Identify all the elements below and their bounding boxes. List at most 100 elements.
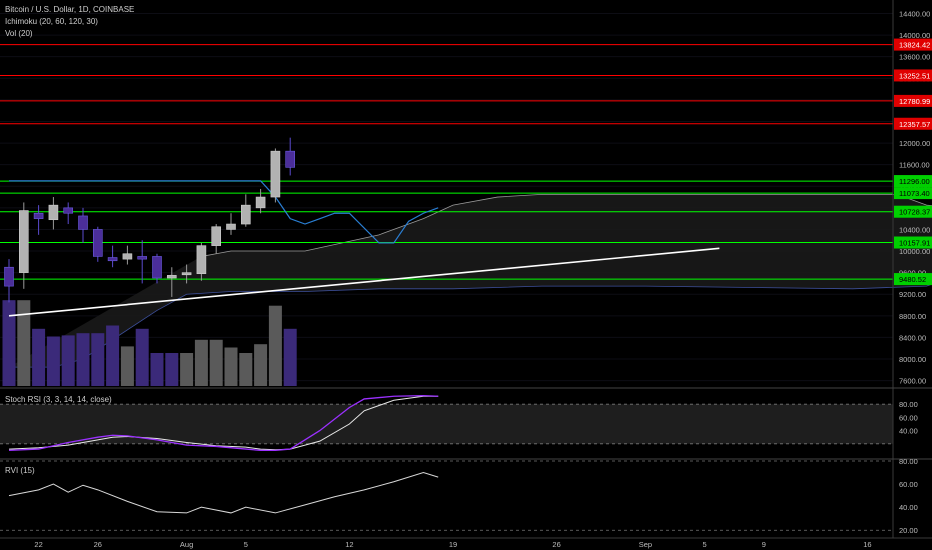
candle-body-9: [137, 256, 147, 260]
level-label-5: 11073.40: [899, 189, 930, 198]
candle-body-7: [107, 257, 118, 262]
price-tick-label-15: 13600.00: [899, 53, 930, 62]
volume-bar-2: [32, 328, 46, 386]
rvi-tick-label-2: 60.00: [899, 480, 918, 489]
volume-bar-9: [135, 328, 149, 386]
candle-body-16: [241, 204, 251, 225]
candle-13: [196, 242, 207, 281]
price-tick-label-6: 10000.00: [899, 247, 930, 256]
stoch-band: [0, 404, 893, 444]
level-label-7: 10157.91: [899, 239, 930, 248]
candle-body-0: [4, 266, 14, 287]
ichimoku-cloud-upper: [201, 193, 932, 257]
volume-bar-16: [239, 353, 253, 386]
stoch-tick-label-3: 80.00: [899, 400, 918, 409]
volume-bar-8: [120, 346, 134, 386]
time-tick-label-2: Aug: [180, 540, 193, 549]
time-tick-label-6: 26: [552, 540, 560, 549]
candle-0: [4, 259, 14, 303]
stoch-rsi-label: Stoch RSI (3, 3, 14, 14, close): [5, 395, 112, 404]
candle-4: [63, 202, 74, 225]
time-tick-label-5: 19: [449, 540, 457, 549]
candle-body-18: [270, 150, 281, 198]
candle-body-1: [18, 210, 29, 273]
level-label-bg-2: [894, 94, 932, 107]
time-tick-label-0: 22: [34, 540, 42, 549]
candle-body-12: [181, 272, 192, 276]
rvi-label: RVI (15): [5, 466, 35, 475]
candle-body-17: [255, 196, 266, 209]
volume-bar-13: [194, 339, 208, 386]
rvi-tick-label-0: 20.00: [899, 526, 918, 535]
level-label-bg-4: [894, 175, 932, 188]
candle-19: [285, 137, 296, 176]
time-tick-label-3: 5: [244, 540, 248, 549]
level-label-3: 12357.57: [899, 120, 930, 129]
level-label-bg-7: [894, 236, 932, 249]
level-label-2: 12780.99: [899, 97, 930, 106]
volume-label: Vol (20): [5, 29, 33, 38]
candle-body-14: [211, 226, 221, 246]
candle-body-11: [167, 275, 177, 279]
rvi-tick-label-3: 80.00: [899, 457, 918, 466]
volume-bar-1: [17, 300, 31, 386]
ichimoku-cloud: [9, 194, 932, 368]
candle-16: [241, 194, 251, 227]
main-pane: [0, 12, 932, 386]
level-label-bg-3: [894, 117, 932, 130]
volume-bar-3: [46, 336, 60, 386]
volume-bar-11: [165, 353, 179, 386]
volume-bar-17: [254, 344, 268, 386]
legend: Bitcoin / U.S. Dollar, 1D, COINBASE Ichi…: [5, 5, 134, 475]
stoch-tick-label-1: 40.00: [899, 427, 918, 436]
candle-body-8: [122, 253, 133, 260]
chart-title: Bitcoin / U.S. Dollar, 1D, COINBASE: [5, 5, 134, 14]
volume-bar-0: [2, 300, 16, 386]
candle-body-4: [63, 207, 74, 214]
candle-7: [107, 245, 118, 268]
time-tick-label-1: 26: [94, 540, 102, 549]
level-label-bg-8: [894, 273, 932, 286]
candle-11: [167, 267, 177, 297]
level-label-1: 13252.51: [899, 71, 930, 80]
candle-body-5: [78, 215, 88, 230]
level-label-6: 10728.37: [899, 208, 930, 217]
volume-bar-4: [61, 335, 75, 386]
price-tick-label-3: 8800.00: [899, 312, 926, 321]
candle-body-2: [33, 212, 44, 219]
stoch-k-line: [8, 394, 439, 452]
level-label-bg-1: [894, 69, 932, 82]
price-tick-label-11: 12000.00: [899, 139, 930, 148]
price-tick-label-16: 14000.00: [899, 31, 930, 40]
candle-body-3: [48, 204, 59, 221]
level-label-4: 11296.00: [899, 177, 930, 186]
candle-body-10: [152, 256, 162, 279]
candle-body-19: [285, 150, 296, 168]
volume-bar-6: [91, 333, 105, 386]
candle-14: [211, 224, 221, 254]
ichimoku-cloud-lower: [9, 283, 932, 368]
level-label-bg-0: [894, 38, 932, 51]
rvi-line: [8, 472, 439, 514]
price-tick-label-2: 8400.00: [899, 333, 926, 342]
volume-bar-14: [209, 339, 223, 386]
volume-bar-15: [224, 347, 238, 386]
price-tick-label-7: 10400.00: [899, 225, 930, 234]
price-tick-label-10: 11600.00: [899, 161, 930, 170]
volume-bar-19: [283, 328, 297, 386]
time-tick-label-4: 12: [345, 540, 353, 549]
level-label-8: 9480.52: [899, 275, 926, 284]
time-tick-label-9: 9: [762, 540, 766, 549]
candle-body-13: [196, 245, 207, 275]
candle-1: [18, 202, 29, 289]
candle-15: [226, 213, 236, 235]
candle-5: [78, 207, 88, 243]
candle-12: [181, 264, 192, 284]
level-label-0: 13824.42: [899, 41, 930, 50]
candle-body-15: [226, 223, 236, 230]
price-tick-label-0: 7600.00: [899, 377, 926, 386]
candle-18: [270, 148, 281, 203]
candle-3: [48, 197, 59, 230]
